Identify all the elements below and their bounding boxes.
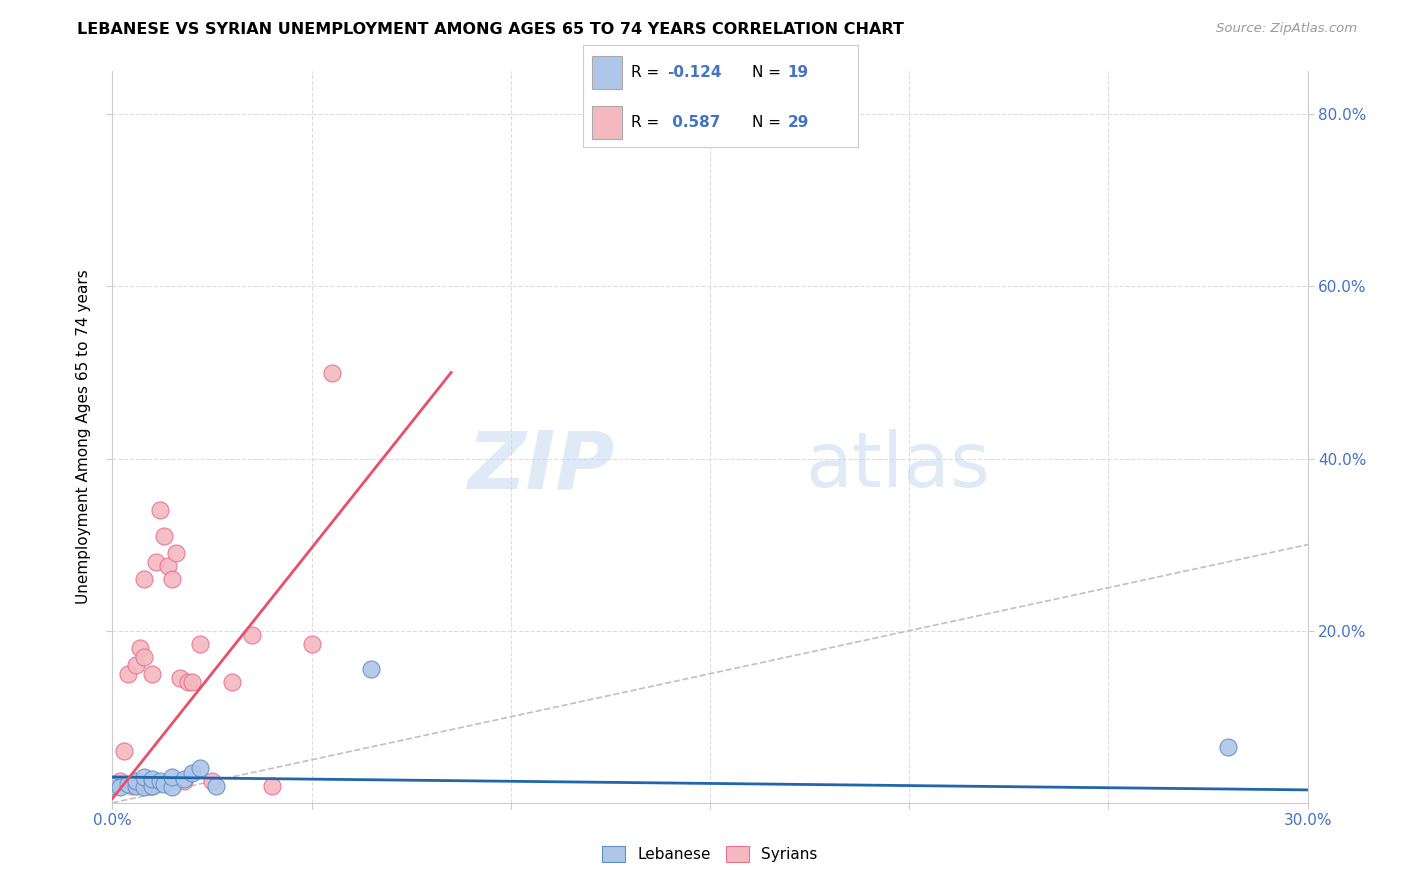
Point [181,675,204,690]
Point [117,777,139,791]
Point [101,779,124,793]
Point [260,779,283,793]
Point [188,637,211,651]
Point [240,628,263,642]
FancyBboxPatch shape [592,56,621,88]
Text: N =: N = [752,65,786,79]
Point [221,675,243,690]
Point [1216,739,1239,754]
Text: N =: N = [752,115,786,130]
Point [149,774,172,789]
Text: ZIP: ZIP [467,427,614,506]
Point [125,774,148,789]
Text: Source: ZipAtlas.com: Source: ZipAtlas.com [1216,22,1357,36]
Point [125,779,148,793]
Point [162,770,183,784]
Legend: Lebanese, Syrians: Lebanese, Syrians [596,840,824,868]
Text: R =: R = [631,115,665,130]
Point [181,765,204,780]
Point [110,774,132,789]
Text: R =: R = [631,65,665,79]
Point [153,529,176,543]
Point [114,744,135,758]
Point [105,777,128,791]
Point [162,572,183,586]
Point [117,666,139,681]
Point [177,675,200,690]
Point [201,774,224,789]
Point [188,761,211,775]
Point [157,559,180,574]
Text: 19: 19 [787,65,808,79]
Point [360,662,382,676]
Point [134,649,156,664]
Point [162,780,183,795]
Point [138,779,160,793]
Text: 29: 29 [787,115,808,130]
Point [173,772,195,786]
Point [121,779,143,793]
Point [141,772,163,786]
FancyBboxPatch shape [592,106,621,139]
Point [129,640,152,655]
Point [321,366,343,380]
Point [205,779,228,793]
Point [134,770,156,784]
Point [134,572,156,586]
Text: atlas: atlas [806,429,990,503]
Text: 0.587: 0.587 [666,115,720,130]
Point [165,546,187,560]
Text: -0.124: -0.124 [666,65,721,79]
Point [169,671,191,685]
Point [110,780,132,795]
Point [134,780,156,795]
Point [301,637,323,651]
Point [149,503,172,517]
Text: LEBANESE VS SYRIAN UNEMPLOYMENT AMONG AGES 65 TO 74 YEARS CORRELATION CHART: LEBANESE VS SYRIAN UNEMPLOYMENT AMONG AG… [77,22,904,37]
Point [125,658,148,673]
Y-axis label: Unemployment Among Ages 65 to 74 years: Unemployment Among Ages 65 to 74 years [76,269,91,605]
Point [145,555,167,569]
Point [141,666,163,681]
Point [153,777,176,791]
Point [173,774,195,789]
Point [141,779,163,793]
Point [141,779,163,793]
